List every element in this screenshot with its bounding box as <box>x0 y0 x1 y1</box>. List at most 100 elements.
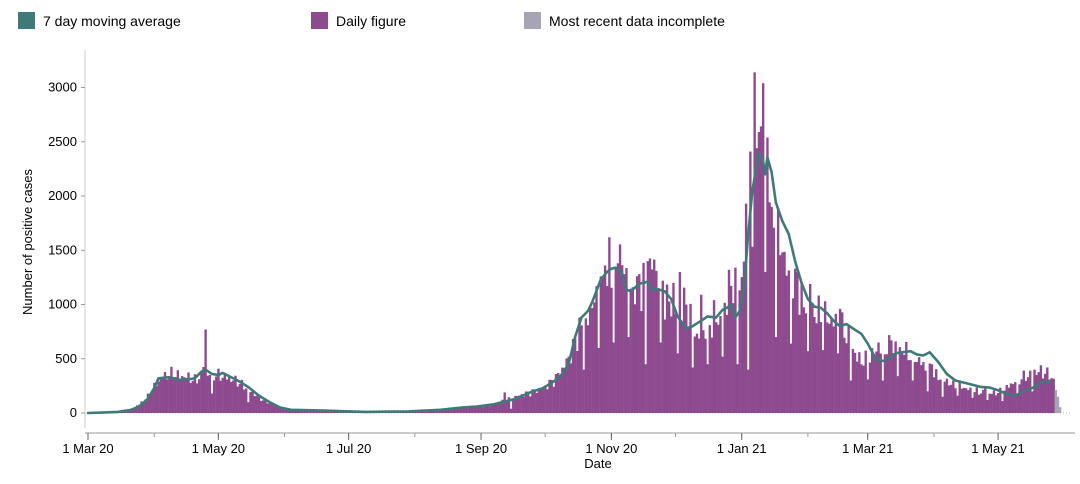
daily-bar <box>761 83 765 414</box>
daily-bar <box>460 407 464 413</box>
daily-bar <box>321 411 325 413</box>
daily-bar <box>202 367 205 413</box>
daily-bar <box>621 265 624 413</box>
daily-bar <box>259 400 263 413</box>
daily-bar <box>1052 378 1055 413</box>
daily-bar <box>860 364 863 413</box>
daily-bar <box>851 348 855 413</box>
daily-bar <box>849 380 852 413</box>
daily-bar <box>512 399 515 413</box>
daily-bar <box>984 386 987 413</box>
daily-bar <box>721 356 724 413</box>
daily-bar <box>584 318 588 413</box>
daily-bar <box>866 379 870 413</box>
daily-bar <box>862 365 865 413</box>
daily-bar <box>477 405 481 413</box>
daily-bar <box>238 383 241 413</box>
daily-bar <box>230 381 233 413</box>
daily-bar <box>935 369 938 413</box>
x-tick-label: 1 Mar 21 <box>842 441 893 456</box>
daily-bar <box>808 283 812 413</box>
daily-bar <box>529 396 532 413</box>
daily-bar <box>894 341 897 413</box>
daily-bar <box>668 301 671 413</box>
daily-bar <box>988 393 991 413</box>
daily-bar <box>943 381 946 413</box>
daily-bar <box>964 388 968 413</box>
daily-bar <box>601 277 605 413</box>
daily-bar <box>992 390 996 413</box>
daily-bar <box>898 347 902 413</box>
daily-bar <box>823 301 827 413</box>
daily-bar <box>870 348 874 413</box>
daily-bar <box>539 389 543 413</box>
daily-bar <box>456 407 459 413</box>
daily-bar <box>830 317 833 413</box>
daily-bar <box>725 314 729 413</box>
daily-bar <box>556 372 560 413</box>
daily-bar <box>979 393 983 413</box>
daily-bar <box>559 376 562 413</box>
daily-bar <box>212 380 216 413</box>
daily-bar <box>1048 379 1051 413</box>
daily-bar <box>828 323 831 413</box>
daily-bar <box>255 395 259 413</box>
daily-bar <box>180 376 184 413</box>
daily-bar <box>131 408 135 413</box>
daily-bar <box>210 393 214 413</box>
daily-bar <box>877 342 880 413</box>
legend-item-incomplete[interactable]: Most recent data incomplete <box>524 12 725 29</box>
daily-bar <box>911 380 914 413</box>
daily-bar <box>708 325 711 413</box>
daily-bar <box>1007 387 1011 413</box>
daily-bar <box>294 409 297 413</box>
daily-bar <box>1024 380 1028 413</box>
daily-bar <box>253 396 256 413</box>
incomplete-swatch <box>524 12 541 29</box>
daily-bar <box>311 410 314 413</box>
daily-bar <box>208 374 212 413</box>
daily-bar <box>195 383 199 413</box>
daily-bar <box>191 380 194 413</box>
daily-bar <box>330 411 333 413</box>
daily-bar <box>144 399 147 413</box>
daily-bar <box>625 267 628 413</box>
daily-bar <box>1039 365 1043 413</box>
daily-bar <box>225 379 229 413</box>
daily-bar <box>1031 391 1034 413</box>
daily-bar <box>783 251 786 413</box>
daily-bar <box>165 379 169 413</box>
legend-label-incomplete: Most recent data incomplete <box>549 12 725 29</box>
daily-bar <box>227 376 231 413</box>
daily-bar <box>800 281 803 413</box>
daily-bar <box>768 202 771 413</box>
daily-bar <box>729 285 733 413</box>
daily-bar <box>958 381 961 413</box>
daily-bar <box>909 360 912 413</box>
moving-average-line <box>86 151 1051 415</box>
daily-bar <box>653 259 656 413</box>
daily-bar <box>967 390 970 413</box>
x-tick-label: 1 Sep 20 <box>455 441 507 456</box>
daily-bar <box>776 207 780 413</box>
daily-bar <box>706 364 709 413</box>
daily-bar <box>245 388 248 413</box>
daily-bar <box>465 408 468 413</box>
daily-bar <box>879 353 882 413</box>
incomplete-bar <box>1056 396 1060 413</box>
legend-item-moving-average[interactable]: 7 day moving average <box>18 12 181 29</box>
daily-bar <box>172 378 175 413</box>
daily-bar <box>309 410 312 413</box>
daily-bar <box>306 411 310 413</box>
legend-item-daily-figure[interactable]: Daily figure <box>311 12 406 29</box>
daily-bar <box>990 393 993 413</box>
daily-bar <box>789 343 793 413</box>
daily-bar <box>537 388 541 413</box>
daily-bar <box>236 386 239 413</box>
daily-bar <box>332 411 335 413</box>
daily-bar <box>1009 383 1013 413</box>
daily-bar <box>531 389 534 413</box>
daily-bar <box>702 330 705 413</box>
daily-bar <box>161 378 165 413</box>
daily-bar <box>982 389 985 413</box>
